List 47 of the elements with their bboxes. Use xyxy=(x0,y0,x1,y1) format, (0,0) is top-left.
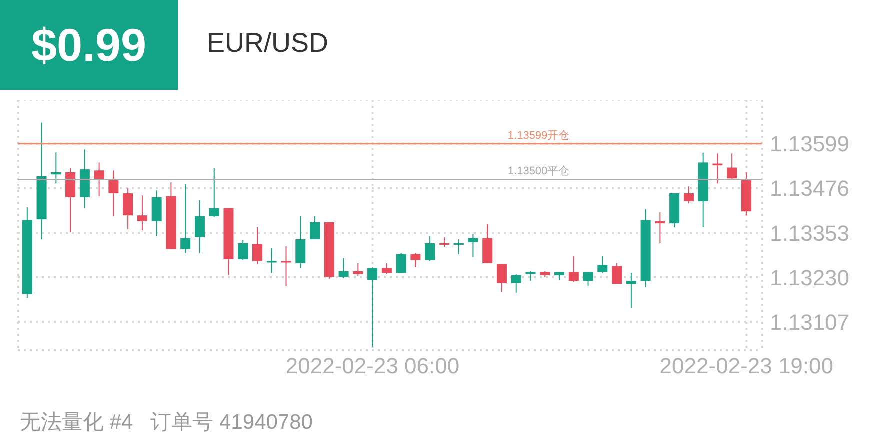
candlestick xyxy=(310,216,320,240)
candlestick xyxy=(439,236,450,248)
candlestick xyxy=(296,216,306,269)
candlestick xyxy=(612,262,622,285)
candlestick xyxy=(266,248,277,274)
candlestick xyxy=(626,272,636,308)
candlestick xyxy=(252,227,262,265)
x-tick-label: 2022-02-23 06:00 xyxy=(286,354,460,379)
y-tick-label: 1.13353 xyxy=(770,220,850,246)
candlestick xyxy=(568,256,579,283)
candlestick xyxy=(583,272,594,287)
text: $0.99 xyxy=(0,0,178,90)
ref-line-label: 1.13599开仓 xyxy=(508,130,570,142)
candlestick xyxy=(238,240,248,261)
candlestick xyxy=(454,238,464,255)
candlestick xyxy=(396,252,406,274)
candlestick xyxy=(496,264,507,293)
candlestick xyxy=(353,262,364,277)
candlestick xyxy=(655,212,666,244)
candlestick xyxy=(209,168,220,218)
candlestick xyxy=(598,256,608,274)
candlestick xyxy=(180,184,191,254)
y-tick-label: 1.13230 xyxy=(770,265,850,290)
y-tick-label: 1.13476 xyxy=(770,176,850,202)
candlestick xyxy=(338,258,349,279)
y-tick-label: 1.13107 xyxy=(770,310,850,335)
candlestick xyxy=(684,186,694,204)
candlestick xyxy=(468,234,478,258)
candlestick xyxy=(123,188,134,230)
chart-title: EUR/USD xyxy=(207,28,329,59)
candlestick xyxy=(410,252,421,268)
candlestick xyxy=(194,200,205,254)
candlestick xyxy=(51,152,62,184)
x-tick-label: 2022-02-23 19:00 xyxy=(660,354,834,379)
candlestick xyxy=(281,246,292,287)
candlestick xyxy=(526,270,536,282)
candlestick xyxy=(108,170,119,217)
candlestick xyxy=(425,236,436,262)
y-tick-label: 1.13599 xyxy=(770,132,850,157)
ref-line-label: 1.13500平仓 xyxy=(508,166,570,178)
candlestick xyxy=(137,195,148,231)
candlestick xyxy=(368,266,378,348)
candlestick xyxy=(511,274,522,294)
text: 无法量化 #4 订单号 41940780 xyxy=(20,410,313,436)
candlestick xyxy=(382,262,392,275)
candlestick xyxy=(152,190,162,237)
candlestick xyxy=(727,153,738,181)
